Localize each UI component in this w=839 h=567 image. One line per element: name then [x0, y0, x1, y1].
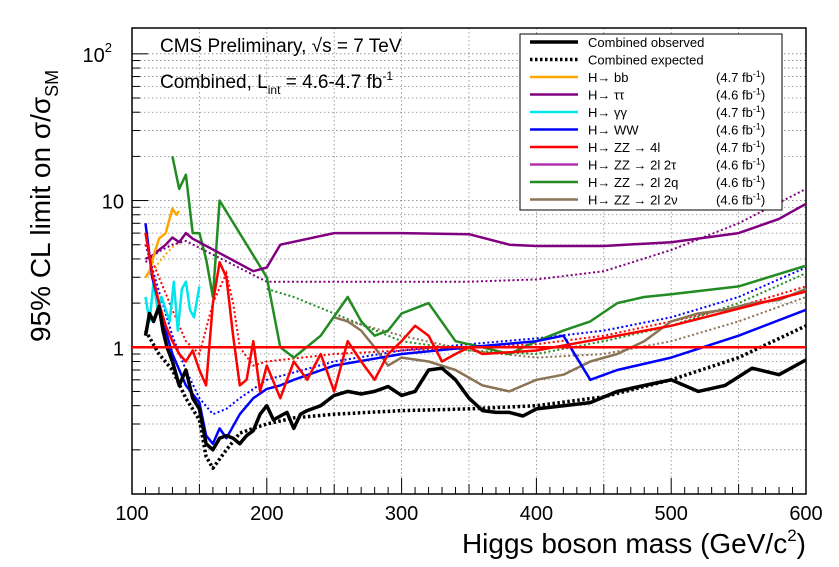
series-line-h2l2nu: [333, 287, 807, 393]
legend-lumi-h4l: (4.7 fb-1): [716, 139, 765, 155]
series-line-obs: [143, 304, 807, 452]
expected-curve: [144, 244, 807, 367]
legend-label-h2l2nu: H→ ZZ → 2l 2ν: [588, 193, 678, 208]
legend-label-hww: H→ WW: [588, 123, 639, 138]
x-tick-label: 200: [250, 503, 283, 525]
x-tick-label: 300: [385, 503, 418, 525]
info-line-1: CMS Preliminary, √s = 7 TeV: [160, 36, 402, 57]
legend-label-obs: Combined observed: [588, 35, 704, 50]
series-line-h4l: [144, 232, 807, 400]
expected-curve: [144, 188, 807, 283]
y-tick-label: 10: [102, 192, 124, 214]
legend-lumi-h2l2q: (4.6 fb-1): [716, 174, 765, 190]
axis-ticks: [131, 53, 807, 495]
info-line-2: Combined, Lint = 4.6-4.7 fb-1: [160, 69, 393, 97]
expected-curve: [144, 244, 807, 416]
expected-curve: [333, 296, 807, 359]
legend-label-hgg: H→ γγ: [588, 105, 628, 120]
expected-curve: [266, 272, 807, 356]
y-tick-label: 102: [83, 40, 112, 67]
legend-label-h4l: H→ ZZ → 4l: [588, 140, 660, 155]
series-line-hgg: [144, 280, 201, 332]
x-axis-label: Higgs boson mass (GeV/c2): [462, 526, 806, 559]
series-line-h2l2q: [171, 156, 807, 359]
legend-lumi-h2l2nu: (4.6 fb-1): [716, 192, 765, 208]
legend: Combined observed Combined expected H→ bb (…: [519, 33, 783, 211]
expected-curve: [144, 240, 180, 279]
y-axis-label: 95% CL limit on σ/σSM: [25, 70, 62, 342]
legend-lumi-htautau: (4.6 fb-1): [716, 87, 765, 103]
y-tick-label: 1: [113, 338, 124, 360]
x-tick-labels: 100 200 300 400 500 600: [115, 503, 822, 525]
legend-lumi-h2l2tau: (4.6 fb-1): [716, 157, 765, 173]
legend-label-h2l2tau: H→ ZZ → 2l 2τ: [588, 158, 677, 173]
legend-label-hbb: H→ bb: [588, 70, 628, 85]
legend-lumi-hgg: (4.7 fb-1): [716, 104, 765, 120]
x-tick-label: 100: [115, 503, 148, 525]
x-tick-label: 600: [789, 503, 822, 525]
y-tick-labels: 1 10 102: [83, 40, 124, 360]
series-line-hww: [144, 223, 807, 446]
series-layer: [143, 156, 807, 470]
series-line-exp: [143, 324, 807, 470]
legend-label-exp: Combined expected: [588, 53, 704, 68]
legend-label-htautau: H→ ττ: [588, 88, 625, 103]
legend-box: [519, 33, 783, 211]
legend-lumi-hww: (4.6 fb-1): [716, 122, 765, 138]
series-line-htautau: [144, 202, 807, 273]
grid-lines: [132, 28, 806, 495]
x-tick-label: 500: [655, 503, 688, 525]
x-tick-label: 400: [520, 503, 553, 525]
legend-label-h2l2q: H→ ZZ → 2l 2q: [588, 175, 678, 190]
legend-lumi-hbb: (4.7 fb-1): [716, 69, 765, 85]
